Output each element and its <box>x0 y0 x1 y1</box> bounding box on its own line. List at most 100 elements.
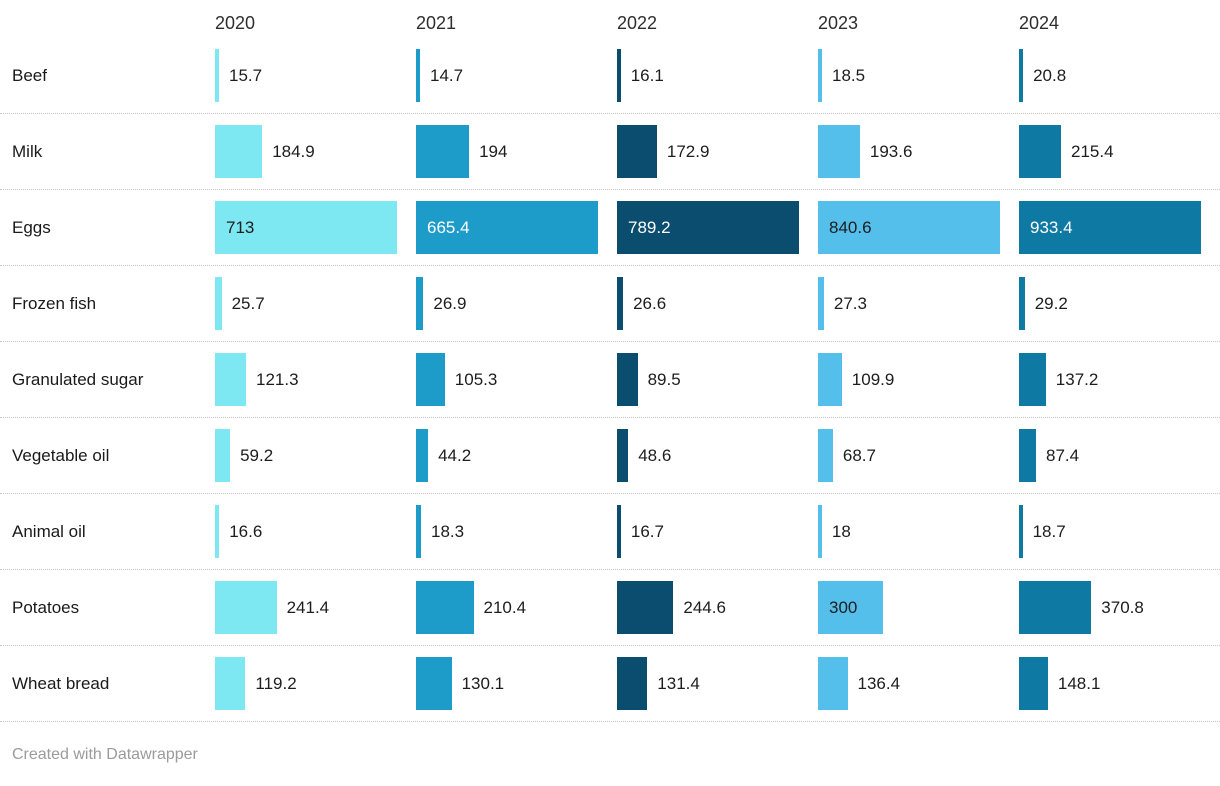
bar-cell: 87.4 <box>1019 429 1220 482</box>
row-label: Animal oil <box>12 521 86 541</box>
bar-value-label: 665.4 <box>427 218 470 237</box>
row-label: Milk <box>12 141 43 161</box>
year-header-2021: 2021 <box>416 13 457 33</box>
year-header-2022: 2022 <box>617 13 658 33</box>
bar: 789.2 <box>617 201 799 254</box>
bar-cell: 105.3 <box>416 353 617 406</box>
bar <box>416 429 429 482</box>
bar <box>416 505 421 558</box>
bar-value-label: 194 <box>479 141 508 161</box>
bar <box>818 429 833 482</box>
bar <box>1019 657 1048 710</box>
bar <box>1019 49 1024 102</box>
bar <box>215 657 246 710</box>
bar: 665.4 <box>416 201 598 254</box>
bar-cell: 18 <box>818 505 1019 558</box>
bar-cell: 665.4 <box>416 201 617 254</box>
bar: 840.6 <box>818 201 1000 254</box>
year-header-2023: 2023 <box>818 13 859 33</box>
bar-cell: 194 <box>416 125 617 178</box>
bar-cell: 193.6 <box>818 125 1019 178</box>
bar-value-label: 148.1 <box>1057 673 1101 693</box>
bar <box>1019 581 1092 634</box>
bar <box>215 49 219 102</box>
bar-value-label: 18.3 <box>431 521 465 541</box>
bar <box>617 49 621 102</box>
bar-value-label: 131.4 <box>657 673 700 693</box>
bar-cell: 131.4 <box>617 657 818 710</box>
bar-cell: 26.9 <box>416 277 617 330</box>
bar <box>818 505 822 558</box>
bar-cell: 789.2 <box>617 201 818 254</box>
bar: 933.4 <box>1019 201 1201 254</box>
bar-value-label: 18.7 <box>1032 521 1066 541</box>
bar-value-label: 172.9 <box>666 141 710 161</box>
bar-value-label: 136.4 <box>857 673 901 693</box>
bar-value-label: 26.9 <box>433 293 467 313</box>
bar-cell: 48.6 <box>617 429 818 482</box>
bar-cell: 18.3 <box>416 505 617 558</box>
chart-footer: Created with Datawrapper <box>0 730 1220 786</box>
bar-cell: 89.5 <box>617 353 818 406</box>
bar <box>1019 505 1023 558</box>
bar <box>1019 429 1036 482</box>
bar-value-label: 713 <box>226 218 255 237</box>
bar-value-label: 29.2 <box>1034 293 1068 313</box>
bar <box>215 277 222 330</box>
bar <box>617 657 648 710</box>
row-label: Frozen fish <box>12 293 97 313</box>
table-row: Vegetable oil 59.2 44.2 48.6 68.7 87.4 <box>0 418 1220 494</box>
table-row: Milk 184.9 194 172.9 193.6 215.4 <box>0 114 1220 190</box>
bar-value-label: 840.6 <box>829 218 872 237</box>
table-row: Eggs 713 665.4 789.2 840.6 933.4 <box>0 190 1220 266</box>
bar-value-label: 68.7 <box>842 445 876 465</box>
bar <box>617 125 657 178</box>
bar <box>1019 125 1061 178</box>
bar-cell: 933.4 <box>1019 201 1220 254</box>
bar <box>215 125 263 178</box>
bar-value-label: 370.8 <box>1101 597 1144 617</box>
bar-value-label: 48.6 <box>638 445 672 465</box>
bar-cell: 244.6 <box>617 581 818 634</box>
bar <box>215 581 277 634</box>
bar-cell: 27.3 <box>818 277 1019 330</box>
table-row: Beef 15.7 14.7 16.1 18.5 20.8 <box>0 38 1220 114</box>
bar-value-label: 14.7 <box>430 65 464 85</box>
bar-value-label: 27.3 <box>833 293 867 313</box>
year-header-2024: 2024 <box>1019 13 1060 33</box>
bar-cell: 130.1 <box>416 657 617 710</box>
table-row: Frozen fish 25.7 26.9 26.6 27.3 29.2 <box>0 266 1220 342</box>
bar <box>215 353 246 406</box>
bar <box>215 505 220 558</box>
bar-value-label: 215.4 <box>1071 141 1114 161</box>
bar-value-label: 20.8 <box>1033 65 1067 85</box>
bar-cell: 210.4 <box>416 581 617 634</box>
datawrapper-credit-link[interactable]: Created with Datawrapper <box>12 746 198 763</box>
bar-value-label: 300 <box>829 598 858 617</box>
bar-value-label: 15.7 <box>229 65 263 85</box>
bar-cell: 18.7 <box>1019 505 1220 558</box>
bar-value-label: 184.9 <box>272 141 315 161</box>
bar <box>617 581 674 634</box>
bar <box>215 429 231 482</box>
bar-value-label: 89.5 <box>647 369 681 389</box>
bar-value-label: 789.2 <box>628 218 671 237</box>
bar <box>416 581 474 634</box>
bar <box>416 353 445 406</box>
bar <box>416 49 420 102</box>
bar-value-label: 18 <box>831 521 851 541</box>
bar-cell: 136.4 <box>818 657 1019 710</box>
bar-cell: 18.5 <box>818 49 1019 102</box>
year-header-2020: 2020 <box>215 13 256 33</box>
bar-cell: 59.2 <box>215 429 416 482</box>
row-label: Beef <box>12 65 47 85</box>
bar-value-label: 244.6 <box>683 597 726 617</box>
row-label: Wheat bread <box>12 673 110 693</box>
table-row: Wheat bread 119.2 130.1 131.4 136.4 148.1 <box>0 646 1220 722</box>
bar-value-label: 18.5 <box>832 65 866 85</box>
bar <box>1019 277 1025 330</box>
bar-cell: 241.4 <box>215 581 416 634</box>
bar-cell: 16.1 <box>617 49 818 102</box>
bar <box>617 353 638 406</box>
table-row: Animal oil 16.6 18.3 16.7 18 18.7 <box>0 494 1220 570</box>
